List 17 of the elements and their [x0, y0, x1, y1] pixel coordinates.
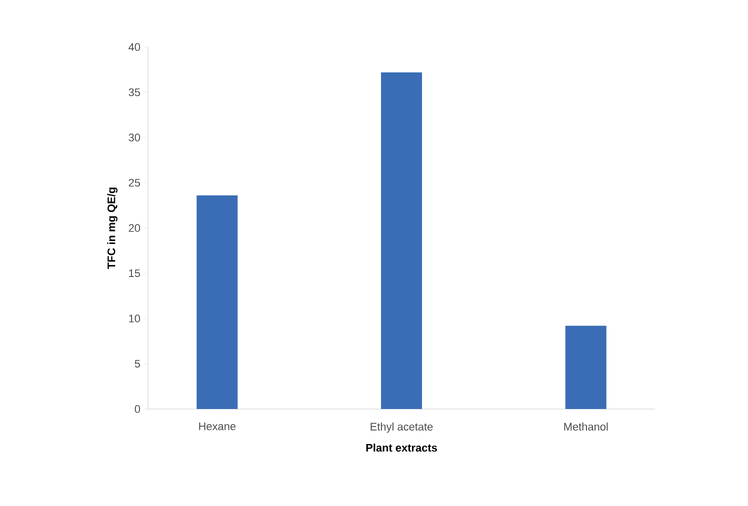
- y-tick-label: 10: [129, 314, 140, 322]
- y-tick-label: 35: [128, 88, 140, 96]
- y-tick-label: 0: [134, 405, 140, 413]
- y-tick-label: 20: [128, 224, 140, 232]
- bar: [196, 195, 238, 410]
- y-tick-label: 15: [129, 269, 140, 278]
- y-tick-label: 30: [128, 134, 140, 142]
- x-axis-title: Plant extracts: [366, 444, 437, 452]
- y-tick-label: 40: [128, 43, 140, 51]
- y-tick-label: 25: [128, 178, 140, 187]
- bar: [565, 326, 606, 410]
- y-tick-label: 5: [134, 360, 140, 368]
- x-tick-label: Methanol: [564, 422, 608, 431]
- bar: [381, 72, 422, 410]
- x-tick-label: Ethyl acetate: [370, 422, 433, 433]
- x-tick-label: Hexane: [199, 422, 236, 430]
- y-axis-title: TFC in mg QE/g: [107, 188, 118, 269]
